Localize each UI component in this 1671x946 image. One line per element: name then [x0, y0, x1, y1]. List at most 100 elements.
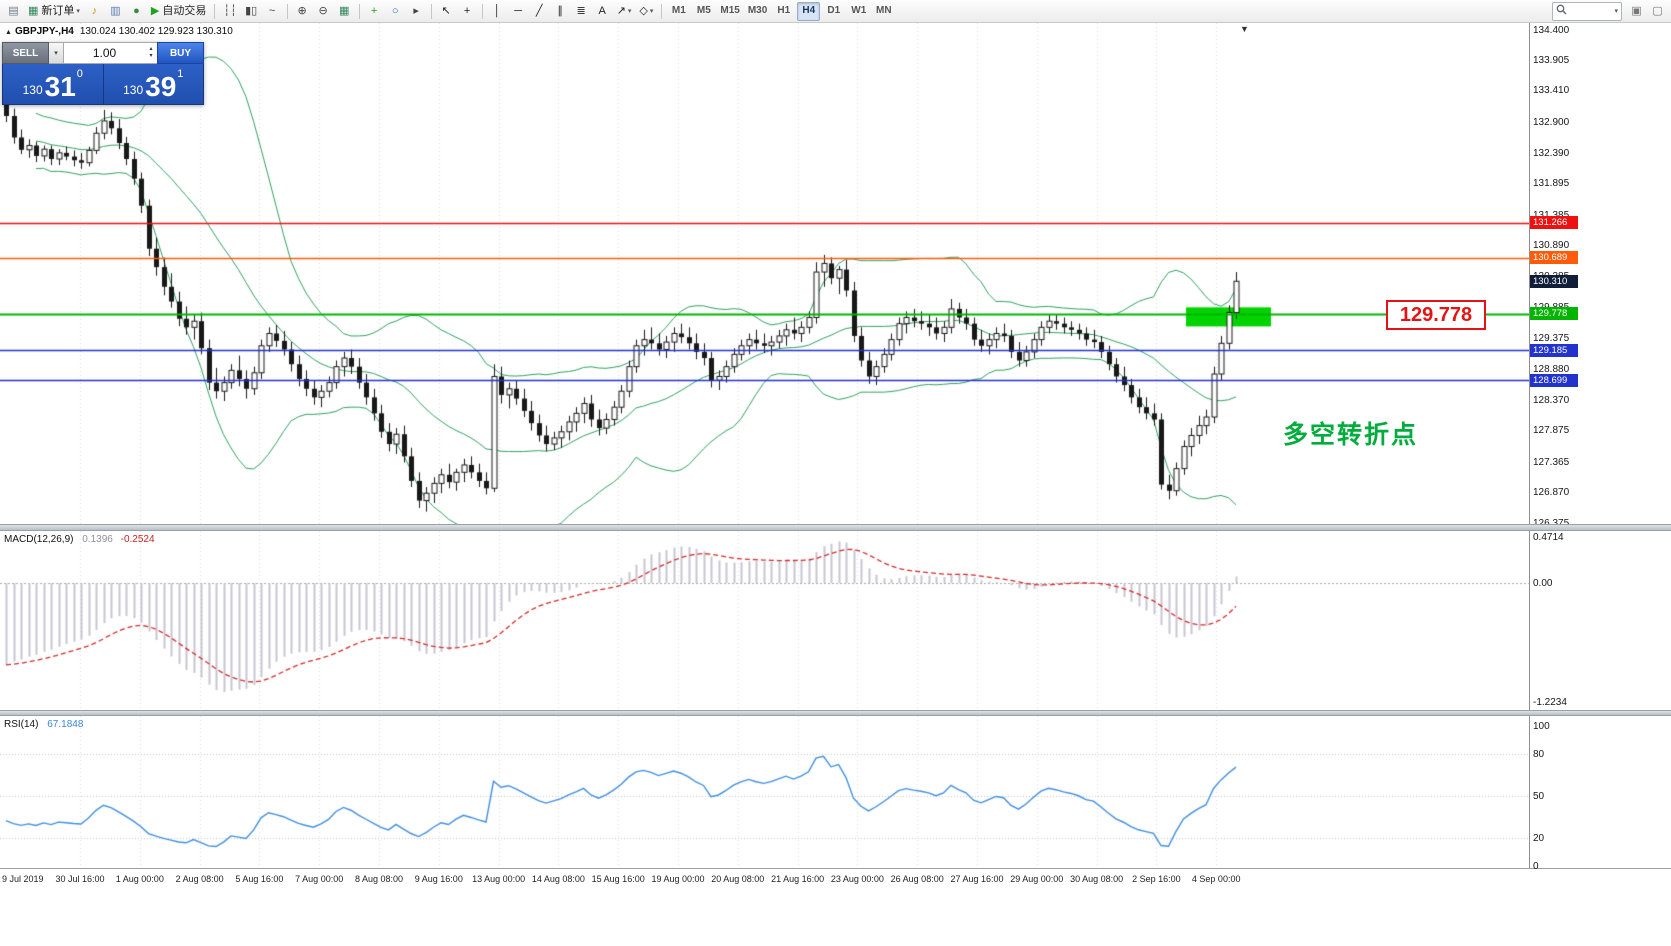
- cursor-tool-icon: ↖: [441, 4, 451, 17]
- price-divider: [102, 64, 104, 104]
- time-axis-label: 9 Aug 16:00: [414, 874, 463, 884]
- chart-window-button[interactable]: ▤: [4, 2, 23, 21]
- volume-field[interactable]: 1.00 ▴ ▾: [64, 42, 157, 64]
- main-chart-canvas[interactable]: [0, 23, 1529, 524]
- panel-divider[interactable]: [0, 524, 1671, 531]
- timeframe-w1-button[interactable]: W1: [847, 2, 870, 21]
- horizontal-line-tool-button[interactable]: ─: [509, 2, 528, 21]
- volume-preset-button[interactable]: ▾: [49, 42, 64, 64]
- zoom-in-icon: ⊕: [297, 4, 307, 17]
- toolbar-search-box[interactable]: ▾: [1552, 1, 1622, 21]
- buy-price-display[interactable]: 130 39 1: [104, 64, 204, 104]
- panel-divider[interactable]: [0, 710, 1671, 716]
- trendline-tool-button[interactable]: ╱: [530, 2, 549, 21]
- price-level-tag: 129.185: [1530, 343, 1578, 357]
- toolbar-separator: [661, 3, 663, 19]
- fibonacci-tool-button[interactable]: ≣: [572, 2, 591, 21]
- sell-button[interactable]: SELL: [2, 42, 49, 64]
- one-click-trading-panel: SELL ▾ 1.00 ▴ ▾ BUY 130 31 0 130 39 1: [2, 42, 204, 105]
- cycles-button[interactable]: ○: [386, 2, 405, 21]
- time-axis-label: 20 Aug 08:00: [711, 874, 765, 884]
- arrows-tool-icon: ↗: [616, 4, 626, 17]
- zoom-in-button[interactable]: ⊕: [293, 2, 312, 21]
- timeframe-m5-button[interactable]: M5: [692, 2, 715, 21]
- rsi-scale-label: 50: [1533, 791, 1545, 802]
- bar-chart-type-button[interactable]: ┆┆: [220, 2, 239, 21]
- zoom-out-icon: ⊖: [318, 4, 328, 17]
- price-level-tag: 131.266: [1530, 216, 1578, 230]
- arrows-tool-button[interactable]: ↗ ▾: [614, 2, 635, 21]
- market-watch-button[interactable]: ▥: [106, 2, 125, 21]
- zoom-out-button[interactable]: ⊖: [314, 2, 333, 21]
- candlestick-chart-type-button[interactable]: ▮▯: [242, 2, 261, 21]
- timeframe-m1-button[interactable]: M1: [667, 2, 690, 21]
- rsi-label: RSI(14) 67.1848: [4, 719, 83, 730]
- channel-tool-button[interactable]: ∥: [551, 2, 570, 21]
- vertical-line-tool-button[interactable]: │: [488, 2, 507, 21]
- time-axis-label: 1 Aug 00:00: [115, 874, 164, 884]
- window-layout-button[interactable]: ▣: [1627, 2, 1646, 21]
- new-order-button[interactable]: ▦ 新订单 ▾: [25, 2, 83, 21]
- price-level-tag: 129.778: [1530, 307, 1578, 321]
- community-button[interactable]: ●: [127, 2, 146, 21]
- time-axis-label: 4 Sep 00:00: [1191, 874, 1241, 884]
- time-axis-label: 27 Aug 16:00: [950, 874, 1004, 884]
- time-axis-label: 15 Aug 16:00: [591, 874, 645, 884]
- time-axis-label: 14 Aug 08:00: [531, 874, 585, 884]
- time-axis-label: 2 Sep 16:00: [1132, 874, 1181, 884]
- macd-main-value: 0.1396: [82, 534, 113, 545]
- sell-price-display[interactable]: 130 31 0: [3, 64, 103, 104]
- tile-windows-button[interactable]: ▦: [335, 2, 354, 21]
- volume-value: 1.00: [92, 46, 117, 60]
- buy-button[interactable]: BUY: [157, 42, 204, 64]
- timeframe-mn-button[interactable]: MN: [872, 2, 895, 21]
- time-axis-label: 8 Aug 08:00: [354, 874, 404, 884]
- window-panel-button[interactable]: ▢: [1648, 2, 1667, 21]
- sound-alert-button[interactable]: ♪: [85, 2, 104, 21]
- rsi-name: RSI(14): [4, 719, 39, 730]
- macd-canvas[interactable]: [0, 531, 1529, 710]
- price-scale-label: 129.885: [1533, 301, 1570, 313]
- autotrading-button[interactable]: ▶ 自动交易: [148, 2, 209, 21]
- collapse-triangle-icon[interactable]: ▲: [5, 29, 12, 36]
- buy-price-pip: 1: [177, 68, 184, 80]
- vertical-line-tool-icon: │: [493, 4, 501, 17]
- crosshair-tool-icon: +: [463, 4, 471, 17]
- price-scale-label: 128.370: [1533, 394, 1570, 406]
- price-level-annotation[interactable]: 129.778: [1386, 300, 1486, 330]
- timeframe-m30-button[interactable]: M30: [745, 2, 770, 21]
- price-scale-label: 129.375: [1533, 333, 1570, 345]
- time-axis-label: 29 Aug 00:00: [1010, 874, 1064, 884]
- trade-controls-row: SELL ▾ 1.00 ▴ ▾ BUY: [2, 42, 204, 64]
- time-axis-label: 7 Aug 00:00: [295, 874, 344, 884]
- indicators-button[interactable]: +: [365, 2, 384, 21]
- sound-alert-icon: ♪: [91, 4, 98, 17]
- price-scale-label: 131.895: [1533, 178, 1570, 190]
- crosshair-tool-button[interactable]: +: [458, 2, 477, 21]
- cycles-icon: ○: [391, 4, 399, 17]
- volume-increase-button[interactable]: ▴: [149, 46, 153, 52]
- price-level-tag: 130.689: [1530, 251, 1578, 265]
- shapes-tool-button[interactable]: ◇ ▾: [636, 2, 656, 21]
- chart-shift-button[interactable]: ▸: [407, 2, 426, 21]
- channel-tool-icon: ∥: [557, 4, 563, 17]
- search-icon: [1556, 2, 1567, 20]
- autotrading-button-label: 自动交易: [162, 4, 207, 17]
- turning-point-annotation[interactable]: 多空转折点: [1283, 421, 1419, 449]
- time-axis-label: 5 Aug 16:00: [235, 874, 284, 884]
- cursor-tool-button[interactable]: ↖: [437, 2, 456, 21]
- tile-windows-icon: ▦: [338, 4, 350, 17]
- line-chart-type-button[interactable]: ~: [263, 2, 282, 21]
- rsi-canvas[interactable]: [0, 716, 1529, 868]
- fibonacci-tool-icon: ≣: [576, 4, 586, 17]
- timeframe-d1-button[interactable]: D1: [822, 2, 845, 21]
- chart-shift-marker-icon[interactable]: ▼: [1240, 24, 1249, 34]
- volume-decrease-button[interactable]: ▾: [149, 53, 153, 59]
- timeframe-m15-button[interactable]: M15: [717, 2, 742, 21]
- rsi-scale-label: 80: [1533, 749, 1545, 760]
- timeframe-h4-button[interactable]: H4: [797, 1, 821, 21]
- text-tool-button[interactable]: A: [593, 2, 612, 21]
- bar-chart-type-icon: ┆┆: [223, 4, 237, 17]
- timeframe-h1-button[interactable]: H1: [772, 2, 795, 21]
